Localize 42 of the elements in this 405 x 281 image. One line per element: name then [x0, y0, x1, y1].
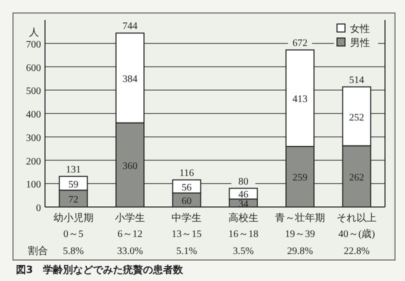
data-label: 262: [349, 172, 364, 184]
data-label: 252: [349, 112, 364, 124]
data-label: 59: [68, 179, 78, 190]
x-tick-label: 青～壮年期 19～39: [275, 212, 325, 240]
data-label: 56: [182, 182, 192, 194]
text: 5.8%: [62, 246, 84, 257]
text: 3.5%: [232, 246, 254, 257]
y-tick-label: 200: [26, 156, 41, 168]
y-tick-label: 100: [26, 180, 41, 191]
total-label: 80: [238, 176, 248, 188]
legend-label: 男性: [350, 37, 370, 49]
x-tick-label: 幼小児期 0～5: [53, 212, 94, 240]
text: 図3 学齢別などでみた疣贅の患者数: [16, 264, 184, 276]
y-axis-title: 人: [29, 27, 39, 38]
data-label: 413: [292, 94, 308, 106]
y-tick-label: 500: [26, 86, 41, 98]
total-label: 131: [66, 164, 81, 176]
data-label: 60: [182, 196, 192, 207]
text: 29.8%: [287, 246, 313, 257]
data-label: 259: [292, 172, 308, 184]
y-tick-label: 400: [26, 110, 41, 120]
total-label: 514: [349, 74, 364, 86]
data-label: 72: [68, 194, 78, 206]
total-label: 116: [179, 168, 194, 179]
y-tick-label: 600: [26, 62, 41, 74]
y-tick-label: 0: [36, 203, 41, 214]
text: 割合: [28, 245, 48, 257]
text: 33.0%: [117, 246, 143, 257]
data-label: 46: [238, 190, 248, 201]
total-label: 672: [292, 38, 308, 49]
x-tick-label: それ以上 40～(歳): [336, 212, 377, 240]
total-label: 744: [122, 21, 138, 32]
y-tick-label: 700: [26, 39, 41, 50]
x-tick-label: 中学生 13～15: [172, 212, 202, 240]
data-label: 384: [122, 74, 138, 85]
x-tick-label: 小学生 6～12: [115, 212, 145, 240]
legend-label: 女性: [350, 23, 370, 35]
y-tick-label: 300: [26, 132, 41, 144]
data-label: 360: [122, 160, 138, 172]
text: 5.1%: [176, 246, 198, 257]
text: 22.8%: [344, 246, 370, 257]
x-tick-label: 高校生 16～18: [228, 212, 258, 240]
